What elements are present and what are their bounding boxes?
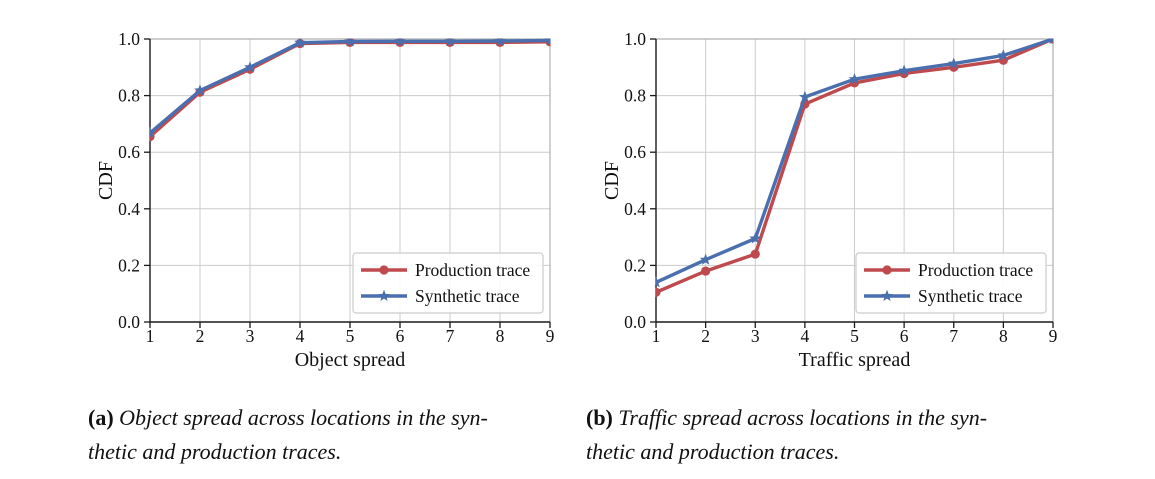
legend-marker-circle [379, 265, 389, 275]
data-point-marker [898, 64, 911, 76]
y-tick-label: 0.2 [118, 255, 140, 275]
y-tick-label: 0.4 [118, 199, 140, 219]
caption-b-line1: Traffic spread across locations in the s… [618, 405, 988, 430]
legend-marker-circle [882, 265, 892, 275]
legend-marker-star [378, 289, 390, 302]
x-axis: 1 2 3 4 5 6 7 8 9 Traffic spread [652, 322, 1058, 371]
caption-b: (b) Traffic spread across locations in t… [586, 401, 1082, 469]
traffic-spread-cdf: 1 2 3 4 5 6 7 8 9 Traffic spread 0.0 0.2 0.4 0.6 0.8 1.… [601, 29, 1058, 371]
caption-a: (a) Object spread across locations in th… [88, 401, 584, 469]
data-point-marker [1048, 38, 1054, 45]
data-point-marker [701, 266, 711, 276]
x-tick-label: 3 [246, 326, 255, 346]
data-point-marker [750, 249, 760, 259]
cdf-charts-canvas: 1 2 3 4 5 6 7 8 9 Object spread 0.0 0.2 0.4 0.6 0.8 1.0… [95, 29, 1058, 371]
legend-marker-star [881, 289, 893, 302]
data-point-marker [699, 253, 712, 265]
data-point-marker [444, 38, 456, 47]
data-point-marker [655, 276, 662, 288]
caption-b-label: (b) [586, 405, 619, 430]
y-axis-label: CDF [95, 161, 117, 200]
legend-label: Production trace [918, 260, 1033, 280]
data-point-marker [798, 90, 811, 103]
x-axis: 1 2 3 4 5 6 7 8 9 Object spread [146, 322, 555, 371]
data-point-marker [194, 84, 206, 96]
y-tick-label: 0.0 [118, 312, 140, 332]
x-tick-label: 1 [652, 326, 661, 346]
y-axis: 0.0 0.2 0.4 0.6 0.8 1.0 CDF [601, 29, 656, 332]
data-point-marker [244, 61, 256, 73]
y-tick-label: 0.4 [624, 199, 646, 219]
object-spread-cdf: 1 2 3 4 5 6 7 8 9 Object spread 0.0 0.2 0.4 0.6 0.8 1.0… [95, 29, 555, 371]
x-tick-label: 2 [196, 326, 205, 346]
y-tick-label: 0.6 [118, 142, 140, 162]
x-tick-label: 3 [751, 326, 760, 346]
data-point-marker [394, 38, 406, 47]
y-tick-label: 0.2 [624, 255, 646, 275]
x-tick-label: 4 [801, 326, 810, 346]
x-tick-label: 9 [546, 326, 555, 346]
caption-a-line1: Object spread across locations in the sy… [119, 405, 488, 430]
caption-a-label: (a) [88, 405, 120, 430]
x-tick-label: 7 [949, 326, 958, 346]
x-tick-label: 7 [446, 326, 455, 346]
y-axis-label: CDF [601, 161, 623, 200]
data-point-marker [494, 38, 506, 46]
data-point-marker [294, 38, 306, 48]
series-synthetic-trace [655, 38, 1054, 288]
data-point-marker [149, 126, 156, 138]
x-tick-label: 1 [146, 326, 155, 346]
data-point-marker [655, 287, 661, 297]
y-axis: 0.0 0.2 0.4 0.6 0.8 1.0 CDF [95, 29, 150, 332]
y-tick-label: 0.8 [118, 86, 140, 106]
x-axis-label: Traffic spread [799, 349, 911, 371]
x-tick-label: 2 [701, 326, 710, 346]
y-tick-label: 0.0 [624, 312, 646, 332]
x-tick-label: 6 [396, 326, 405, 346]
x-tick-label: 4 [296, 326, 305, 346]
x-tick-label: 9 [1049, 326, 1058, 346]
data-point-marker [749, 232, 762, 244]
x-tick-label: 8 [999, 326, 1008, 346]
x-tick-label: 6 [900, 326, 909, 346]
y-tick-label: 0.8 [624, 86, 646, 106]
x-tick-label: 5 [346, 326, 355, 346]
y-tick-label: 0.6 [624, 142, 646, 162]
x-tick-label: 5 [850, 326, 859, 346]
data-point-marker [848, 72, 861, 85]
legend-label: Synthetic trace [415, 286, 520, 306]
y-tick-label: 1.0 [624, 29, 646, 49]
data-point-marker [947, 57, 960, 69]
legend-label: Production trace [415, 260, 530, 280]
x-tick-label: 8 [496, 326, 505, 346]
legend-label: Synthetic trace [918, 286, 1023, 306]
data-point-marker [997, 49, 1010, 61]
legend: Production trace Synthetic trace [352, 252, 544, 314]
caption-a-line2: thetic and production traces. [88, 439, 342, 464]
legend: Production trace Synthetic trace [855, 252, 1047, 314]
data-point-marker [344, 38, 356, 47]
series-synthetic-trace [149, 38, 551, 138]
y-tick-label: 1.0 [118, 29, 140, 49]
caption-b-line2: thetic and production traces. [586, 439, 840, 464]
x-axis-label: Object spread [295, 349, 406, 371]
data-point-marker [544, 38, 551, 46]
